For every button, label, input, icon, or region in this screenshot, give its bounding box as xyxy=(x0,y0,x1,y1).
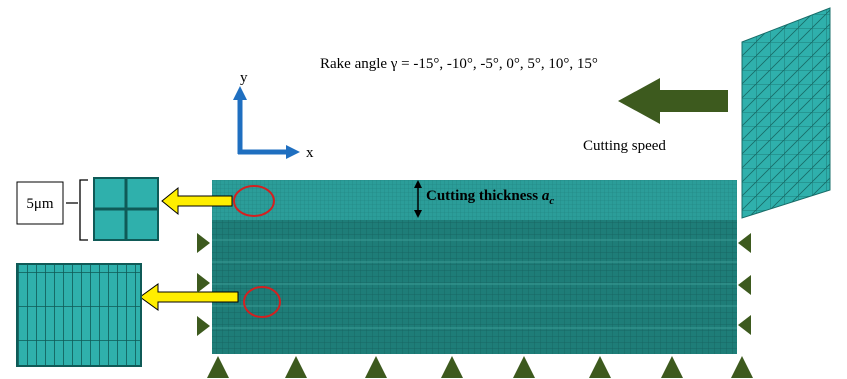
tool xyxy=(742,8,830,218)
diagram: Rake angle γ = -15°, -10°, -5°, 0°, 5°, … xyxy=(0,0,847,379)
coarse-mesh-inset xyxy=(94,178,158,240)
scale-bracket xyxy=(66,180,88,240)
scale-label: 5μm xyxy=(26,196,54,212)
fine-mesh-inset xyxy=(17,264,141,366)
rake-angle-label: Rake angle γ = -15°, -10°, -5°, 0°, 5°, … xyxy=(320,56,598,72)
thickness-subscript: c xyxy=(549,195,554,207)
axis-x-label: x xyxy=(306,145,314,161)
axis-y-label: y xyxy=(240,70,248,86)
cutting-speed-label: Cutting speed xyxy=(583,138,666,154)
speed-arrow xyxy=(618,78,728,124)
thickness-text: Cutting thickness xyxy=(426,188,538,204)
axes xyxy=(233,86,300,159)
